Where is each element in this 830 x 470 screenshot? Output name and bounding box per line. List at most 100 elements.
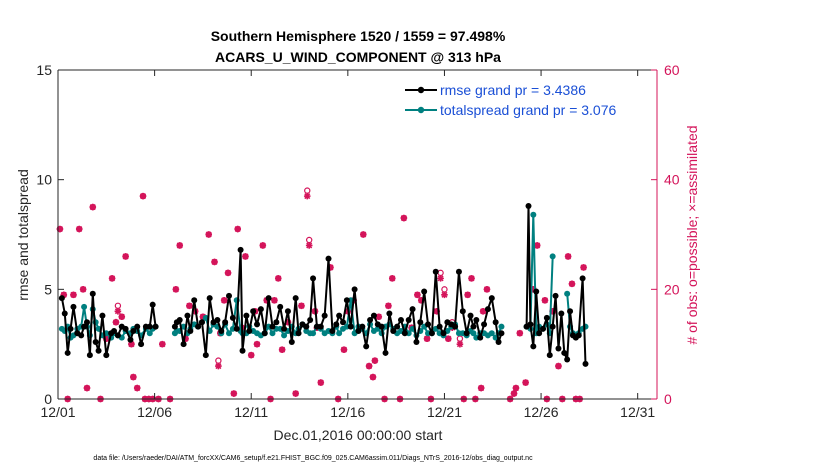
- rmse-point: [417, 319, 424, 326]
- rmse-point: [530, 343, 537, 350]
- obs-assimilated-point: [388, 275, 396, 282]
- totalspread-point: [549, 253, 556, 260]
- rmse-point: [83, 319, 90, 326]
- rmse-point: [284, 308, 291, 315]
- totalspread-point: [226, 330, 233, 337]
- rmse-point: [92, 338, 99, 345]
- rmse-point: [70, 303, 77, 310]
- rmse-point: [273, 319, 280, 326]
- rmse-point: [579, 275, 586, 282]
- obs-assimilated-point: [305, 242, 313, 249]
- obs-assimilated-point: [253, 340, 261, 348]
- obs-assimilated-point: [133, 384, 141, 392]
- rmse-point: [452, 323, 459, 330]
- obs-assimilated-point: [130, 373, 137, 381]
- legend: rmse grand pr = 3.4386 totalspread grand…: [405, 82, 617, 118]
- ticks-layer: [57, 69, 657, 400]
- obs-assimilated-point: [371, 357, 379, 364]
- obs-assimilated-point: [205, 231, 213, 238]
- rmse-point: [78, 332, 85, 339]
- rmse-point: [428, 330, 435, 337]
- legend-rmse-marker: [417, 86, 425, 94]
- rmse-point: [343, 297, 350, 304]
- totalspread-point: [281, 332, 288, 339]
- rmse-point: [122, 325, 129, 332]
- rmse-point: [250, 308, 257, 315]
- rmse-point: [455, 268, 462, 275]
- obs-assimilated-point: [327, 264, 334, 271]
- obs-assimilated-point: [159, 340, 166, 348]
- obs-assimilated-point: [247, 351, 255, 359]
- rmse-point: [382, 349, 389, 356]
- x-tick-label: 12/16: [330, 404, 365, 420]
- rmse-point: [310, 275, 317, 282]
- obs-assimilated-point: [298, 302, 305, 310]
- obs-assimilated-point: [340, 346, 348, 353]
- obs-assimilated-point: [365, 362, 373, 370]
- rmse-point: [536, 330, 543, 337]
- rmse-point: [386, 310, 393, 317]
- rmse-point: [481, 321, 488, 328]
- x-tick-label: 12/31: [620, 404, 655, 420]
- rmse-point: [561, 349, 568, 356]
- rmse-point: [295, 330, 302, 337]
- rmse-point: [261, 330, 268, 337]
- rmse-point: [187, 328, 194, 335]
- y-left-axis-label: rmse and totalspread: [15, 169, 31, 301]
- obs-assimilated-point: [568, 280, 576, 288]
- obs-assimilated-point: [230, 390, 238, 397]
- rmse-point: [370, 312, 377, 319]
- obs-assimilated-point: [468, 275, 475, 282]
- rmse-point: [394, 323, 401, 330]
- x-tick-label: 12/26: [524, 404, 559, 420]
- rmse-point: [555, 345, 562, 352]
- obs-assimilated-point: [114, 307, 122, 315]
- obs-assimilated-point: [433, 307, 441, 315]
- rmse-point: [401, 330, 408, 337]
- totalspread-point: [310, 330, 317, 337]
- rmse-point: [246, 328, 253, 335]
- y-left-tick-label: 0: [44, 391, 52, 407]
- rmse-point: [269, 323, 276, 330]
- obs-assimilated-point: [510, 390, 518, 397]
- obs-assimilated-point: [359, 231, 367, 238]
- obs-assimilated-point: [303, 192, 311, 200]
- rmse-point: [484, 306, 491, 313]
- obs-assimilated-point: [437, 275, 444, 282]
- chart-title-line1: Southern Hemisphere 1520 / 1559 = 97.498…: [211, 28, 506, 44]
- x-tick-label: 12/11: [234, 404, 268, 420]
- x-tick-label: 12/21: [427, 404, 462, 420]
- rmse-point: [552, 292, 559, 299]
- rmse-point: [198, 319, 205, 326]
- rmse-point: [317, 323, 324, 330]
- rmse-point: [405, 317, 412, 324]
- rmse-point: [265, 295, 272, 302]
- rmse-point: [558, 310, 565, 317]
- obs-assimilated-point: [199, 313, 207, 321]
- rmse-point: [333, 321, 340, 328]
- rmse-point: [95, 347, 102, 354]
- rmse-point: [470, 323, 477, 330]
- rmse-point: [543, 314, 550, 321]
- rmse-point: [202, 352, 209, 359]
- rmse-point: [473, 317, 480, 324]
- rmse-point: [67, 325, 74, 332]
- obs-assimilated-point: [317, 379, 325, 386]
- rmse-point: [176, 317, 183, 324]
- rmse-point: [467, 312, 474, 319]
- rmse-point: [488, 295, 495, 302]
- rmse-point: [254, 321, 261, 328]
- obs-assimilated-point: [464, 291, 471, 299]
- obs-assimilated-point: [70, 291, 77, 299]
- rmse-point: [103, 352, 110, 359]
- y-left-tick-label: 15: [36, 62, 52, 78]
- totalspread-point: [530, 211, 537, 218]
- obs-assimilated-point: [56, 225, 64, 233]
- rmse-point: [303, 323, 310, 330]
- rmse-point: [229, 314, 236, 321]
- obs-assimilated-point: [79, 286, 87, 293]
- chart-title-line2: ACARS_U_WIND_COMPONENT @ 313 hPa: [215, 49, 501, 65]
- rmse-point: [436, 323, 443, 330]
- x-axis-label: Dec.01,2016 00:00:00 start: [274, 427, 443, 443]
- obs-assimilated-point: [215, 362, 222, 370]
